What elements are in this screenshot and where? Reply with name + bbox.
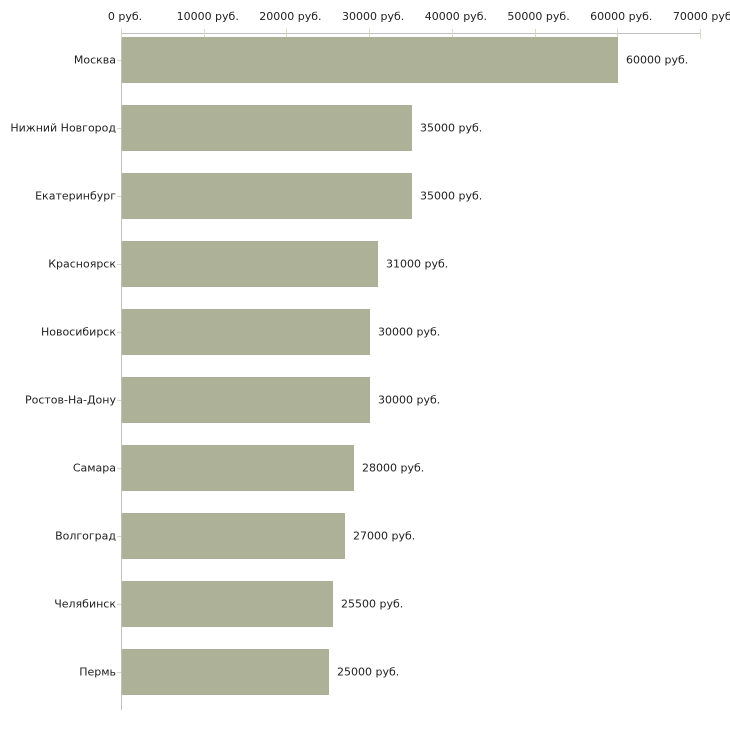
x-axis-tick-label: 20000 руб. xyxy=(259,10,322,23)
x-axis-tick-mark xyxy=(617,29,619,39)
value-label: 27000 руб. xyxy=(353,529,416,543)
category-label: Нижний Новгород xyxy=(10,121,116,135)
bar-8 xyxy=(122,513,345,559)
value-label: 30000 руб. xyxy=(378,325,441,339)
value-label: 30000 руб. xyxy=(378,393,441,407)
category-label: Красноярск xyxy=(48,257,116,271)
value-label: 25500 руб. xyxy=(341,597,404,611)
bar-7 xyxy=(122,445,354,491)
category-tick-mark xyxy=(117,128,121,129)
y-axis-line xyxy=(121,33,122,710)
value-label: 28000 руб. xyxy=(362,461,425,475)
bar-4 xyxy=(122,241,378,287)
value-label: 25000 руб. xyxy=(337,665,400,679)
category-label: Челябинск xyxy=(54,597,116,611)
x-axis-tick-mark xyxy=(203,29,205,39)
x-axis-tick-mark xyxy=(534,29,536,39)
category-label: Волгоград xyxy=(55,529,116,543)
value-label: 60000 руб. xyxy=(626,53,689,67)
x-axis-tick-mark xyxy=(451,29,453,39)
bar-3 xyxy=(122,173,412,219)
category-label: Пермь xyxy=(79,665,116,679)
category-tick-mark xyxy=(117,536,121,537)
bar-5 xyxy=(122,309,370,355)
x-axis-line xyxy=(121,33,700,34)
category-tick-mark xyxy=(117,196,121,197)
category-tick-mark xyxy=(117,468,121,469)
bar-10 xyxy=(122,649,329,695)
x-axis-tick-mark xyxy=(700,29,701,39)
x-axis-tick-label: 10000 руб. xyxy=(176,10,239,23)
category-label: Самара xyxy=(72,461,116,475)
category-label: Ростов-На-Дону xyxy=(24,393,116,407)
value-label: 31000 руб. xyxy=(386,257,449,271)
x-axis-tick-label: 40000 руб. xyxy=(424,10,487,23)
category-label: Новосибирск xyxy=(40,325,116,339)
x-axis-tick-label: 30000 руб. xyxy=(342,10,405,23)
bar-6 xyxy=(122,377,370,423)
bar-2 xyxy=(122,105,412,151)
bar-1 xyxy=(122,37,618,83)
x-axis-tick-label: 70000 руб. xyxy=(672,10,730,23)
x-axis-tick-mark xyxy=(369,29,371,39)
x-axis-tick-mark xyxy=(121,29,122,39)
value-label: 35000 руб. xyxy=(420,121,483,135)
value-label: 35000 руб. xyxy=(420,189,483,203)
x-axis-tick-label: 60000 руб. xyxy=(590,10,653,23)
category-tick-mark xyxy=(117,60,121,61)
x-axis-tick-label: 50000 руб. xyxy=(507,10,570,23)
category-label: Екатеринбург xyxy=(35,189,116,203)
category-tick-mark xyxy=(117,400,121,401)
category-label: Москва xyxy=(73,53,116,67)
bar-9 xyxy=(122,581,333,627)
category-tick-mark xyxy=(117,332,121,333)
x-axis-tick-label: 0 руб. xyxy=(107,10,143,23)
category-tick-mark xyxy=(117,672,121,673)
category-tick-mark xyxy=(117,604,121,605)
category-tick-mark xyxy=(117,264,121,265)
x-axis-tick-mark xyxy=(286,29,288,39)
